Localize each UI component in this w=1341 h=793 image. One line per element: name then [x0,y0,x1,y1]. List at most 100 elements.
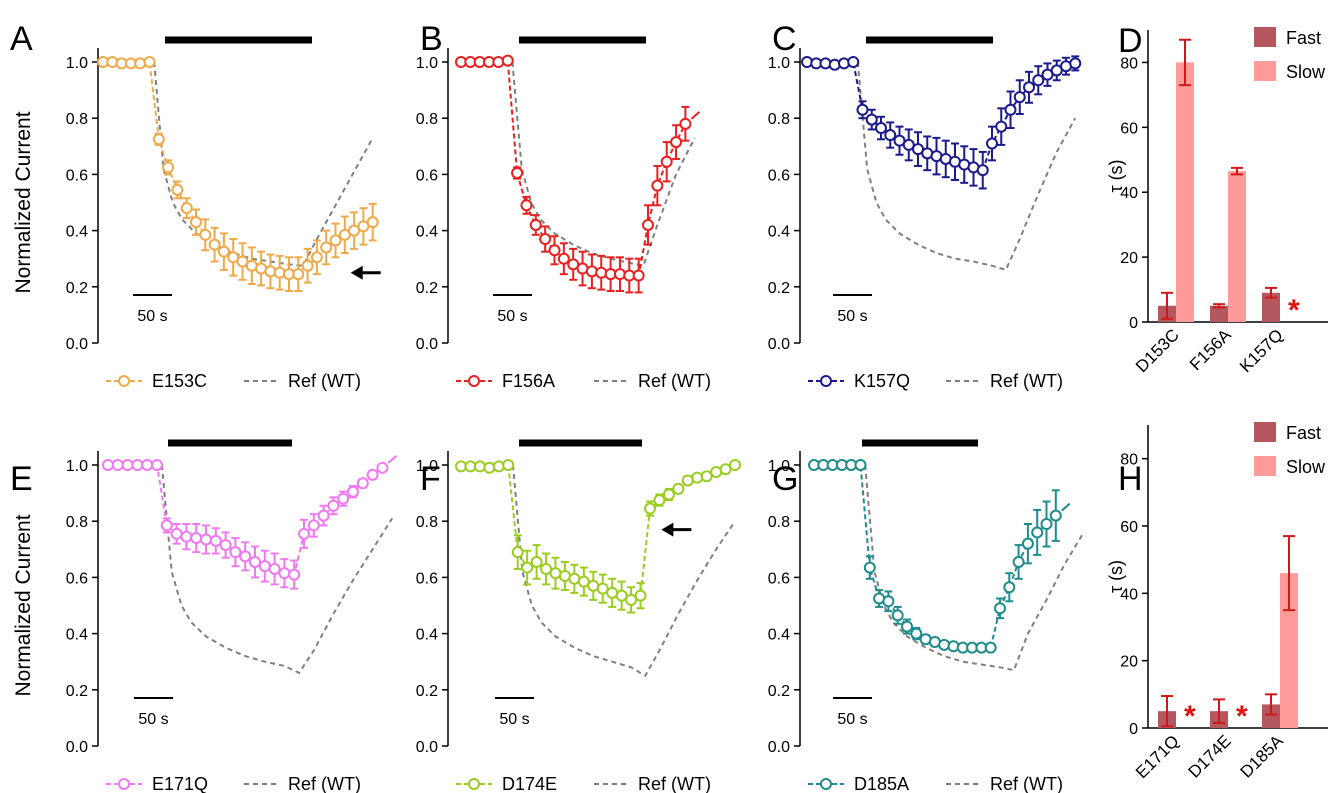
panel-c: C 0.0 0.2 0.4 0.6 0.8 1.0 50 s K157Q Ref (WT) [768,20,1082,391]
panel-letter-a: A [10,20,33,58]
y-tick-label: 80 [1120,452,1138,469]
panel-e: E 0.0 0.2 0.4 0.6 0.8 1.0 Normalized Current 50 … [10,439,398,793]
data-point [1049,509,1062,522]
y-tick-label: 60 [1120,120,1138,137]
panel-d: D 0 20 40 60 80 τ (s) D153C F156A *K157Q Fast Slow [1106,22,1328,376]
y-tick-label: 0.6 [416,570,438,587]
data-point [863,561,876,574]
data-point [376,461,389,474]
data-point [984,641,997,654]
data-point [511,546,524,559]
legend-label: D174E [502,774,557,793]
y-tick-label: 0.6 [66,167,88,184]
legend-ref-label: Ref (WT) [990,371,1063,391]
data-point [483,461,496,474]
data-point [190,532,203,545]
data-point [180,202,193,215]
data-point [356,477,369,490]
y-tick-label: 1.0 [416,458,438,475]
arrow-head [661,522,674,537]
data-point [131,459,144,471]
data-point [539,233,552,246]
data-point [679,117,692,130]
panel-letter-h: H [1118,460,1143,498]
bar-fast [1262,292,1280,322]
data-point [670,136,683,149]
x-tick-label: D185A [1237,731,1288,782]
y-tick-label: 0.8 [768,514,790,531]
y-tick-label: 0.0 [416,739,438,756]
significance-star: * [1184,700,1196,733]
time-scale-label: 50 s [837,711,867,728]
y-axis-label: τ (s) [1106,560,1126,593]
data-point [258,560,271,573]
data-point [239,550,252,563]
legend-ref-label: Ref (WT) [288,371,361,391]
x-tick-label: D153C [1132,325,1183,376]
y-tick-label: 0.6 [66,570,88,587]
legend-swatch-fast [1254,422,1276,442]
y-tick-label: 1.0 [768,458,790,475]
data-point [521,561,534,574]
data-point [320,241,333,254]
data-point [615,589,628,602]
legend-label: D185A [854,774,909,793]
data-point [310,251,323,264]
trace-tail [690,111,701,120]
y-tick-label: 0.8 [768,111,790,128]
data-point [1040,518,1053,531]
reference-trace [153,61,374,267]
x-tick-label: K157Q [1236,325,1287,376]
data-point [557,252,570,265]
data-point [994,602,1006,615]
data-point [268,562,281,575]
reference-trace [511,464,736,678]
legend-label: E153C [152,371,207,391]
y-tick-label: 0.8 [416,514,438,531]
y-tick-label: 60 [1120,519,1138,536]
y-tick-label: 0.4 [416,627,438,644]
data-point [180,530,193,543]
y-tick-label: 20 [1120,250,1138,267]
data-point [875,122,887,135]
y-tick-label: 0.2 [768,683,790,700]
legend-label: Fast [1286,423,1321,443]
legend-swatch-fast [1254,27,1276,47]
data-point [854,459,867,471]
data-point [492,56,505,68]
trace-tail [387,455,398,464]
y-tick-label: 40 [1120,185,1138,202]
data-point [317,509,330,522]
y-tick-label: 20 [1120,654,1138,671]
data-point [700,470,713,483]
y-tick-label: 1.0 [768,55,790,72]
panel-letter-e: E [10,460,33,498]
data-point [347,485,359,498]
legend-ref-label: Ref (WT) [288,774,361,793]
legend-label: Fast [1286,28,1321,48]
legend-marker [118,778,130,790]
y-tick-label: 0.0 [768,336,790,353]
x-tick-label: F156A [1186,325,1235,374]
y-axis-label: Normalized Current [12,514,35,696]
data-point [208,238,221,251]
data-point [634,589,647,602]
y-tick-label: 0.2 [416,280,438,297]
data-point [1032,74,1045,87]
data-point [160,519,173,532]
data-point [865,113,878,126]
time-scale-label: 50 s [499,711,529,728]
y-tick-label: 1.0 [66,55,88,72]
time-scale-label: 50 s [137,308,167,325]
data-point [884,129,897,142]
data-point [171,183,184,196]
data-point [348,224,361,237]
y-tick-label: 0.6 [416,167,438,184]
data-point [366,468,379,481]
data-point [642,218,654,231]
bar-fast [1262,704,1280,728]
data-point [632,269,645,282]
x-tick-label: D174E [1185,731,1235,781]
